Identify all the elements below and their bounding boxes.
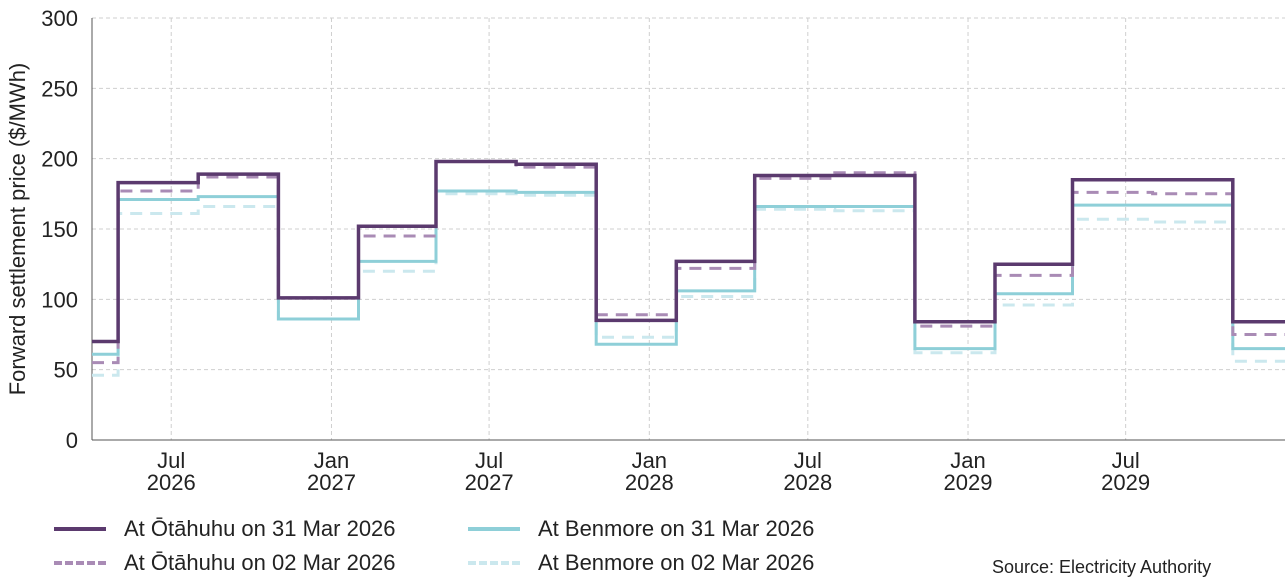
legend-item-otahuhu-31mar: At Ōtāhuhu on 31 Mar 2026: [54, 514, 396, 544]
y-tick-label-300: 300: [41, 6, 78, 31]
legend-swatch-benmore-02mar: [468, 561, 520, 565]
x-tick-label-year-0: 2026: [147, 470, 196, 495]
y-tick-label-150: 150: [41, 217, 78, 242]
legend: At Ōtāhuhu on 31 Mar 2026 At Ōtāhuhu on …: [54, 512, 954, 578]
x-tick-label-month-6: Jul: [1112, 448, 1140, 473]
y-tick-label-0: 0: [66, 428, 78, 453]
legend-swatch-benmore-31mar: [468, 527, 520, 531]
x-tick-label-year-4: 2028: [783, 470, 832, 495]
series-line-3: [92, 192, 1285, 377]
x-tick-label-year-6: 2029: [1101, 470, 1150, 495]
y-tick-label-100: 100: [41, 287, 78, 312]
y-tick-label-200: 200: [41, 147, 78, 172]
y-tick-label-250: 250: [41, 76, 78, 101]
legend-swatch-otahuhu-31mar: [54, 527, 106, 531]
x-tick-label-year-2: 2027: [465, 470, 514, 495]
x-tick-label-month-5: Jan: [950, 448, 985, 473]
source-note: Source: Electricity Authority: [992, 557, 1212, 577]
legend-label-benmore-31mar: At Benmore on 31 Mar 2026: [538, 516, 815, 541]
y-axis-label: Forward settlement price ($/MWh): [5, 63, 30, 396]
legend-label-otahuhu-02mar: At Ōtāhuhu on 02 Mar 2026: [124, 550, 396, 575]
legend-item-otahuhu-02mar: At Ōtāhuhu on 02 Mar 2026: [54, 548, 396, 578]
x-tick-label-month-0: Jul: [157, 448, 185, 473]
legend-label-otahuhu-31mar: At Ōtāhuhu on 31 Mar 2026: [124, 516, 396, 541]
x-tick-label-month-4: Jul: [794, 448, 822, 473]
x-tick-label-year-5: 2029: [944, 470, 993, 495]
x-tick-label-month-3: Jan: [632, 448, 667, 473]
legend-swatch-otahuhu-02mar: [54, 561, 106, 565]
x-tick-label-month-2: Jul: [475, 448, 503, 473]
legend-item-benmore-31mar: At Benmore on 31 Mar 2026: [468, 514, 814, 544]
legend-item-benmore-02mar: At Benmore on 02 Mar 2026: [468, 548, 814, 578]
x-tick-label-month-1: Jan: [314, 448, 349, 473]
x-tick-label-year-3: 2028: [625, 470, 674, 495]
y-tick-label-50: 50: [54, 358, 78, 383]
legend-label-benmore-02mar: At Benmore on 02 Mar 2026: [538, 550, 815, 575]
x-tick-label-year-1: 2027: [307, 470, 356, 495]
series-line-0: [92, 159, 1285, 344]
series-line-2: [92, 189, 1285, 356]
